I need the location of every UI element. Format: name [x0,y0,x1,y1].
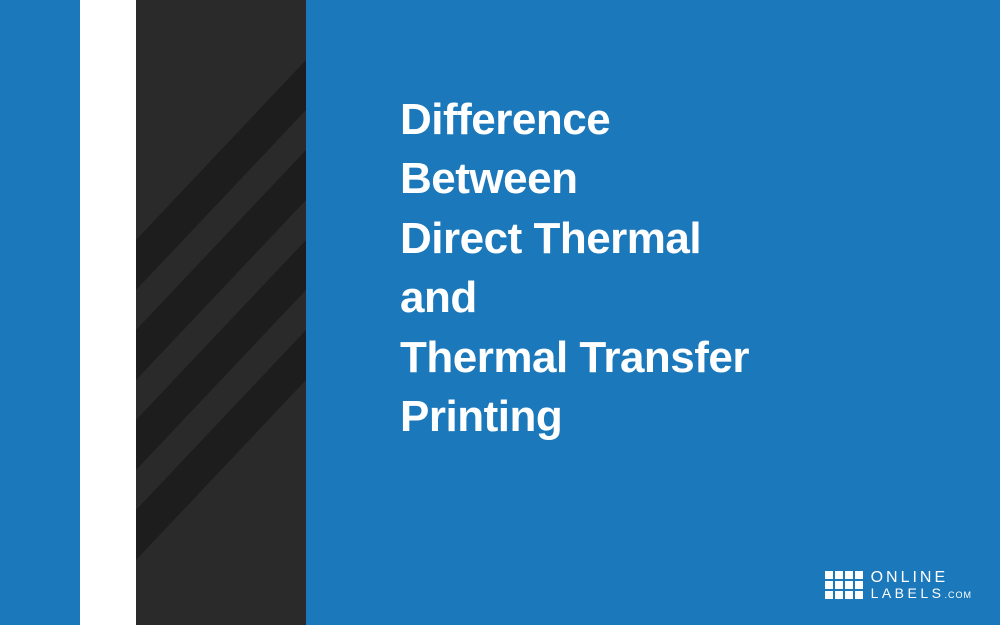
banner-canvas: Difference Between Direct Thermal and Th… [0,0,1000,625]
headline-line: Printing [400,387,749,446]
white-stripe [80,0,136,625]
brand-text: ONLINE LABELS.COM [871,570,972,601]
brand-name-top: ONLINE [871,570,972,586]
grid-icon [825,571,863,599]
headline-line: Direct Thermal [400,209,749,268]
headline-line: Between [400,149,749,208]
diagonal-stripes-icon [136,0,306,625]
headline-line: and [400,268,749,327]
headline-line: Difference [400,90,749,149]
headline-text: Difference Between Direct Thermal and Th… [400,90,749,446]
brand-name-bottom: LABELS.COM [871,586,972,601]
headline-line: Thermal Transfer [400,328,749,387]
dark-stripe [136,0,306,625]
brand-logo: ONLINE LABELS.COM [825,570,972,601]
